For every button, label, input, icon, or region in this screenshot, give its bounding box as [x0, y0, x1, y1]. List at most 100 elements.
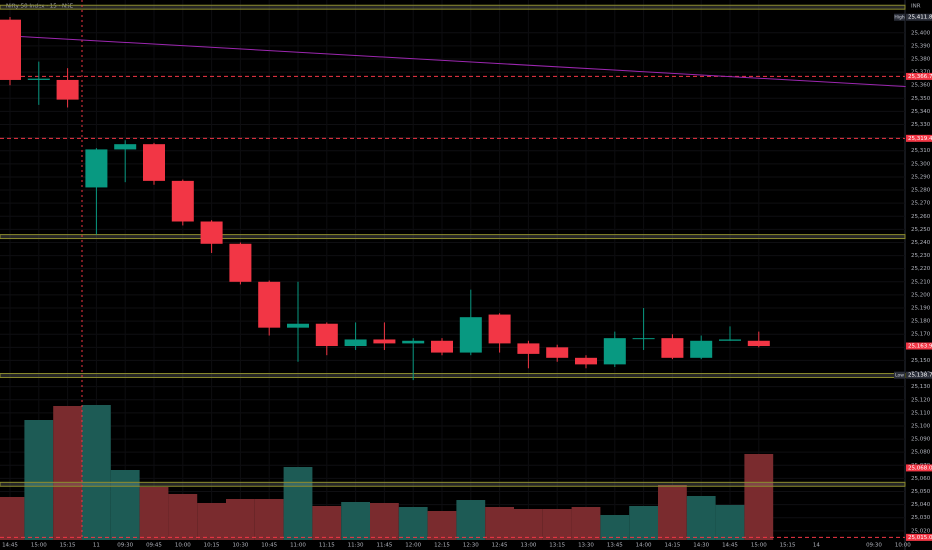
price-label: 25,319.45	[908, 136, 932, 142]
x-tick-label: 10:15	[204, 543, 220, 549]
x-tick-label: 09:30	[117, 543, 133, 549]
candle-body	[0, 19, 21, 80]
volume-bar	[744, 454, 774, 540]
candle-body	[661, 338, 684, 358]
candle-body	[229, 243, 252, 282]
x-tick-label: 10:30	[232, 543, 248, 549]
price-label-bg	[906, 134, 932, 142]
candle-body	[575, 357, 597, 365]
price-tag: High	[894, 15, 904, 21]
zone	[0, 234, 906, 240]
volume-bar	[139, 487, 169, 540]
y-tick-label: 25,250	[911, 227, 931, 233]
price-label: 25,138.75	[908, 373, 932, 379]
x-tick-label: 14:45	[2, 543, 18, 549]
y-tick-label: 25,230	[911, 253, 931, 259]
candle-body	[517, 343, 540, 354]
zone	[0, 481, 906, 487]
volume-bar	[341, 502, 370, 540]
candle-body	[315, 323, 338, 347]
x-tick-label: 15:15	[60, 543, 76, 549]
x-tick-label: 14	[813, 543, 820, 549]
y-tick-label: 25,040	[911, 502, 931, 508]
candle-body	[344, 339, 367, 347]
x-tick-label: 10:00	[895, 543, 911, 549]
candle-body	[488, 314, 511, 344]
y-tick-label: 25,370	[911, 70, 931, 76]
candle-body	[747, 340, 770, 347]
volume-bar	[370, 503, 399, 540]
price-label-bg	[906, 72, 932, 80]
x-tick-label: 15:00	[31, 543, 47, 549]
price-label-bg	[906, 464, 932, 472]
price-label-bg	[906, 13, 932, 21]
y-tick-label: 25,020	[911, 528, 931, 534]
volume-bar	[427, 511, 457, 540]
candle-body	[85, 149, 108, 188]
y-tick-label: 25,110	[911, 410, 931, 416]
volume-bar	[514, 509, 543, 540]
price-label: 25,163.95	[908, 344, 932, 350]
y-tick-label: 25,120	[911, 397, 931, 403]
x-tick-label: 09:45	[146, 543, 162, 549]
volume-bar	[456, 500, 486, 540]
price-label-bg	[906, 533, 932, 541]
y-tick-label: 25,390	[911, 43, 931, 49]
x-tick-label: 13:00	[520, 543, 536, 549]
x-tick-label: 13:15	[549, 543, 565, 549]
x-tick-label: 13:45	[607, 543, 623, 549]
y-tick-label: 25,300	[911, 161, 931, 167]
x-tick-label: 11:45	[376, 543, 392, 549]
volume-bar	[53, 406, 82, 540]
y-tick-label: 25,360	[911, 83, 931, 89]
candle-body	[200, 221, 223, 244]
x-tick-label: 09:30	[866, 543, 882, 549]
y-tick-label: 25,090	[911, 437, 931, 443]
y-tick-label: 25,100	[911, 423, 931, 429]
trendline	[0, 34, 906, 88]
y-tick-label: 25,400	[911, 30, 931, 36]
price-tag: Low	[895, 373, 904, 379]
volume-bar	[571, 507, 601, 540]
x-tick-label: 11:30	[348, 543, 364, 549]
price-tag-bg	[894, 13, 905, 21]
volume-bar	[82, 405, 111, 540]
candle-body	[114, 144, 137, 150]
volume-bar	[226, 499, 255, 540]
y-tick-label: 25,280	[911, 188, 931, 194]
x-tick-label: 13:30	[578, 543, 594, 549]
volume-bar	[600, 515, 630, 540]
price-label-bg	[906, 342, 932, 350]
candle-body	[27, 78, 50, 80]
candle-body	[143, 144, 165, 181]
y-tick-label: 25,180	[911, 319, 931, 325]
volume-bar	[197, 503, 226, 540]
y-tick-label: 25,210	[911, 279, 931, 285]
y-tick-label: 25,060	[911, 476, 931, 482]
candle-body	[258, 281, 281, 328]
volume-bar	[485, 507, 514, 540]
y-tick-label: 25,340	[911, 109, 931, 115]
price-label: 25,366.70	[908, 74, 932, 80]
y-tick-label: 25,080	[911, 450, 931, 456]
y-tick-label: 25,150	[911, 358, 931, 364]
price-tag-bg	[894, 371, 905, 379]
x-tick-label: 12:00	[405, 543, 421, 549]
candle-body	[431, 340, 453, 353]
x-tick-label: 14:45	[722, 543, 738, 549]
y-tick-label: 25,240	[911, 240, 931, 246]
y-tick-label: 25,350	[911, 96, 931, 102]
x-tick-label: 14:15	[664, 543, 680, 549]
y-tick-label: 25,200	[911, 292, 931, 298]
volume-bar	[542, 509, 572, 540]
x-tick-label: 10:45	[261, 543, 277, 549]
y-tick-label: 25,130	[911, 384, 931, 390]
candle-body	[632, 338, 655, 340]
volume-bar	[686, 496, 716, 540]
price-label: 25,411.85	[908, 15, 932, 21]
y-tick-label: 25,260	[911, 214, 931, 220]
x-tick-label: 12:45	[492, 543, 508, 549]
chart-title: Nifty 50 Index · 15 · NSE	[6, 4, 74, 10]
